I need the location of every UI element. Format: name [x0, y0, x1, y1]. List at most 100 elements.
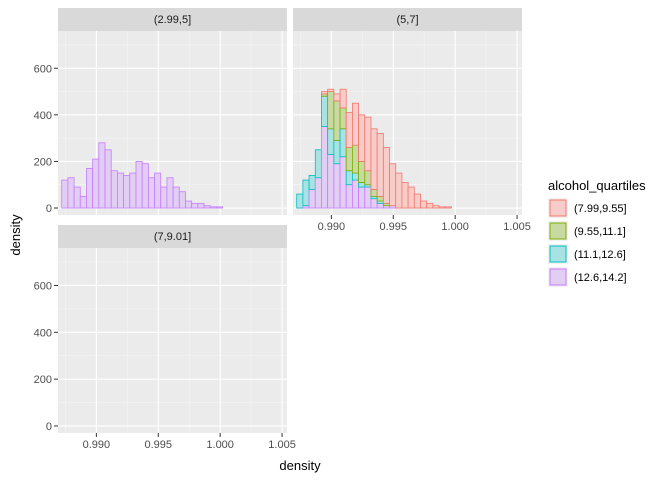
histogram-bar [197, 202, 205, 209]
histogram-bar [339, 88, 347, 109]
histogram-bar [327, 128, 335, 155]
legend-swatch [549, 245, 567, 263]
y-tick-label: 0 [46, 203, 52, 215]
y-tick-label: 200 [34, 156, 52, 168]
histogram-bar [333, 100, 341, 141]
histogram-bar [352, 179, 360, 209]
histogram-bar [345, 170, 353, 186]
histogram-bar [308, 188, 316, 209]
y-tick-label: 600 [34, 280, 52, 292]
histogram-bar [333, 163, 341, 209]
histogram-bar [376, 133, 384, 197]
facet-panel: (5,7] 0.990 0.995 1.000 1.005 [293, 8, 531, 233]
histogram-bar [178, 191, 186, 209]
x-tick-label: 0.990 [318, 221, 346, 233]
legend-item: (9.55,11.1] [548, 221, 626, 241]
facet-strip [293, 8, 522, 31]
histogram-bar [339, 128, 347, 158]
legend-label: (9.55,11.1] [574, 226, 626, 238]
facet-panel: (2.99,5] 0 200 400 600 [34, 8, 287, 215]
histogram-bar [370, 188, 378, 197]
histogram-bar [339, 107, 347, 130]
facet-panels: (2.99,5] 0 200 400 600 (5,7] 0.990 0.995 1.000 1.… [34, 8, 531, 451]
histogram-bar [339, 156, 347, 209]
histogram-bar [333, 93, 341, 102]
legend-swatch [549, 199, 567, 217]
legend-swatch [549, 268, 567, 286]
x-tick-label: 1.005 [268, 439, 296, 451]
histogram-bar [345, 184, 353, 209]
histogram-bar [166, 177, 174, 209]
y-tick-label: 400 [34, 110, 52, 122]
y-tick-label: 200 [34, 374, 52, 386]
histogram-bar [352, 102, 360, 146]
histogram-bar [376, 202, 384, 209]
legend-item: (11.1,12.6] [548, 244, 626, 264]
histogram-bar [352, 144, 360, 174]
histogram-bar [364, 170, 372, 186]
histogram-bar [61, 179, 69, 209]
histogram-bar [154, 172, 162, 209]
panel-background [58, 248, 287, 433]
histogram-bar [86, 168, 94, 209]
histogram-bar [382, 147, 390, 204]
y-tick-label: 600 [34, 63, 52, 75]
legend: alcohol_quartiles (7.99,9.55] (9.55,11.1]… [548, 178, 646, 287]
histogram-bar [110, 170, 118, 209]
histogram-bar [438, 206, 446, 209]
histogram-bar [73, 186, 81, 209]
histogram-bar [420, 200, 428, 209]
facet-panel: (7,9.01] 0 200 400 600 0.990 0.995 1.000 1.005 [34, 225, 296, 451]
histogram-bar [314, 177, 322, 209]
y-axis-title: density [8, 214, 23, 256]
histogram-bar [407, 186, 415, 209]
histogram-bar [129, 172, 137, 209]
legend-swatch [549, 222, 567, 240]
histogram-bar [172, 186, 180, 209]
histogram-bar [308, 175, 316, 190]
x-axis-title: density [279, 458, 321, 473]
x-tick-label: 1.000 [206, 439, 234, 451]
histogram-bar [314, 149, 322, 179]
legend-title: alcohol_quartiles [548, 178, 646, 193]
histogram-bar [401, 181, 409, 209]
histogram-bar [203, 205, 211, 209]
histogram-bar [123, 175, 131, 209]
histogram-bar [147, 177, 155, 209]
histogram-bar [302, 179, 310, 207]
histogram-bar [370, 198, 378, 209]
histogram-bar [345, 147, 353, 172]
facet-strip [58, 8, 287, 31]
histogram-bar [135, 161, 143, 209]
histogram-bar [432, 205, 440, 209]
histogram-bar [321, 91, 329, 95]
histogram-bar [327, 91, 335, 130]
histogram-bar [141, 163, 149, 209]
histogram-bar [98, 142, 106, 209]
legend-item: (12.6,14.2] [548, 267, 627, 287]
histogram-bar [191, 202, 199, 209]
histogram-bar [104, 149, 112, 209]
histogram-bar [358, 114, 366, 162]
histogram-bar [185, 200, 193, 209]
x-tick-label: 0.995 [144, 439, 172, 451]
histogram-bar [358, 161, 366, 183]
legend-label: (11.1,12.6] [574, 249, 626, 261]
histogram-bar [321, 126, 329, 209]
x-tick-label: 0.995 [379, 221, 407, 233]
histogram-bar [352, 172, 360, 181]
legend-item: (7.99,9.55] [548, 198, 627, 218]
histogram-bar [327, 88, 335, 92]
facet-strip-label: (5,7] [396, 14, 418, 26]
legend-label: (7.99,9.55] [574, 203, 627, 215]
histogram-bar [79, 195, 87, 209]
histogram-bar [327, 154, 335, 209]
legend-label: (12.6,14.2] [574, 272, 627, 284]
histogram-bar [426, 202, 434, 209]
histogram-bar [67, 177, 75, 209]
y-tick-label: 0 [46, 421, 52, 433]
facet-strip [58, 225, 287, 248]
histogram-bar [370, 128, 378, 190]
histogram-bar [92, 158, 100, 209]
